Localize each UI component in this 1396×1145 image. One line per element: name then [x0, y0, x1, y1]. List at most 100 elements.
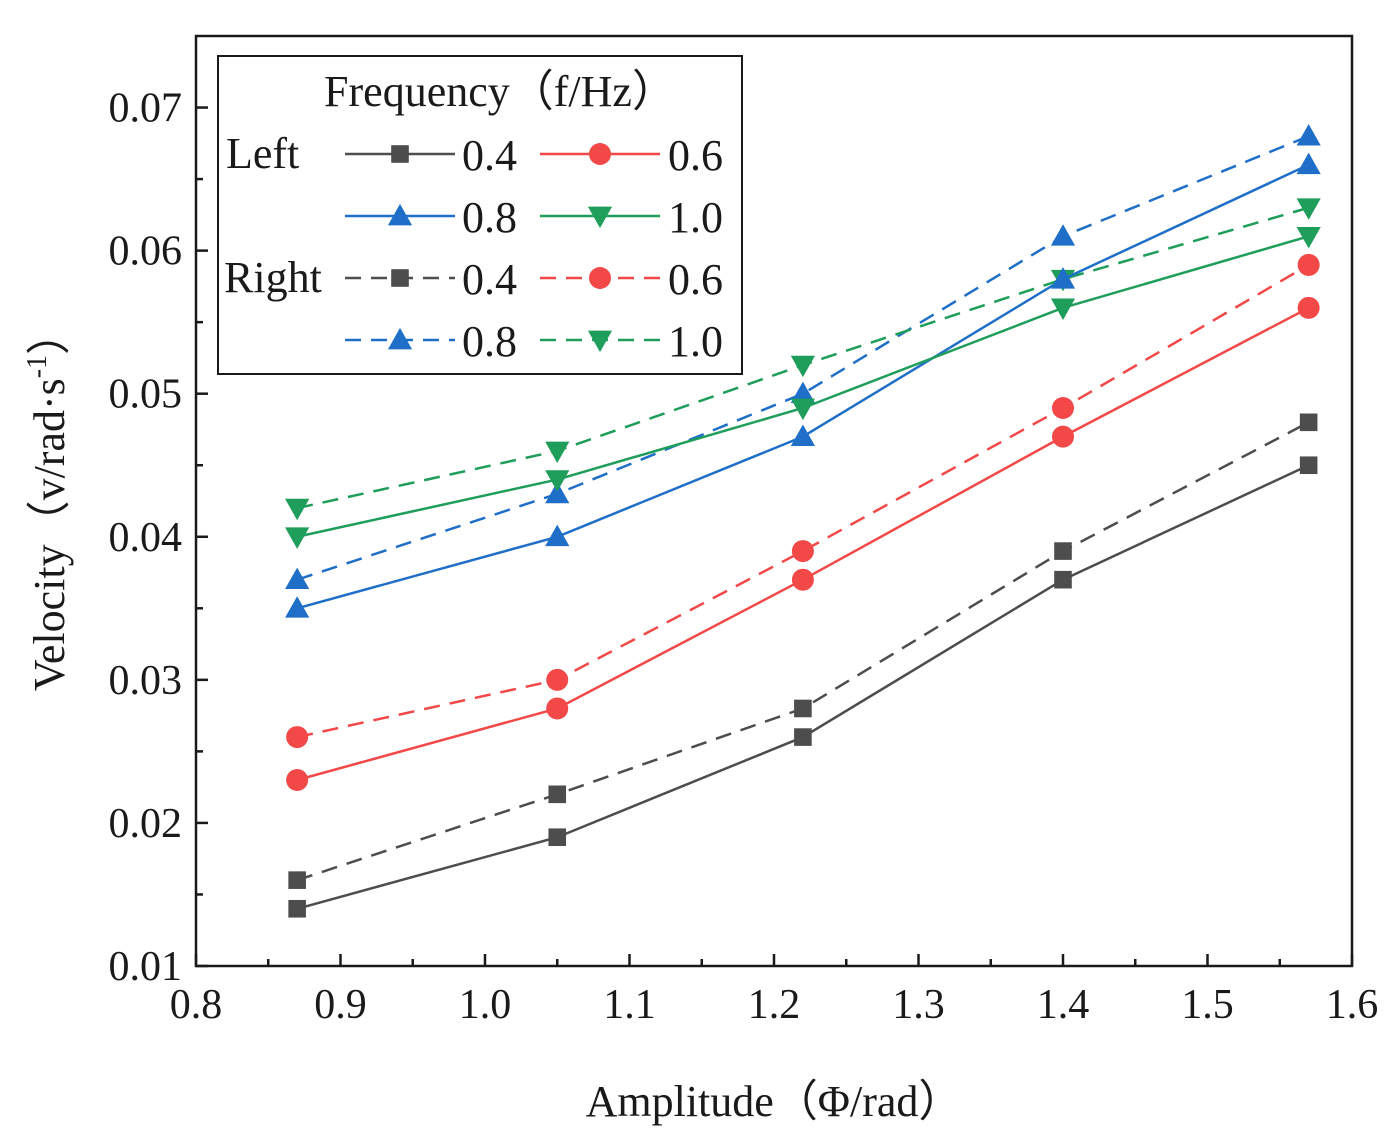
y-tick-label: 0.01: [109, 944, 183, 990]
y-tick-label: 0.03: [109, 658, 183, 704]
x-tick-label: 0.8: [170, 982, 223, 1028]
legend-entry: 0.8: [345, 193, 517, 242]
x-tick-label: 1.4: [1037, 982, 1090, 1028]
y-axis-title: Velocity（v/rad·s-1）: [22, 311, 74, 691]
x-tick-label: 1.0: [459, 982, 512, 1028]
data-point: [545, 524, 570, 547]
series-left-1-0: [285, 226, 1321, 549]
legend-marker: [387, 203, 413, 226]
x-tick-label: 1.1: [603, 982, 656, 1028]
legend-marker: [589, 267, 611, 289]
series-left-0-8: [285, 152, 1321, 618]
x-axis-title: Amplitude（Φ/rad）: [586, 1077, 963, 1126]
legend-label: 0.4: [462, 255, 517, 304]
series-line: [296, 464, 1310, 910]
data-point: [285, 567, 310, 590]
x-tick-label: 1.2: [748, 982, 801, 1028]
y-tick-label: 0.07: [109, 86, 183, 132]
y-tick-label: 0.02: [109, 801, 183, 847]
series-line: [296, 134, 1310, 581]
legend-entry: 0.6: [540, 255, 723, 304]
y-axis-title-superscript: -1: [22, 355, 53, 378]
data-point: [546, 668, 569, 691]
y-axis-title-main: Velocity（v/rad·s: [25, 378, 74, 691]
series-left-0-4: [288, 456, 1318, 918]
series-right-0-4: [288, 413, 1318, 889]
legend: Frequency（f/Hz） Left Right 0.4 0.60.8 1.00…: [217, 55, 743, 375]
data-point: [548, 828, 567, 847]
data-point: [1296, 152, 1321, 175]
data-point: [1297, 296, 1320, 319]
data-point: [285, 498, 310, 521]
series-line: [296, 421, 1310, 882]
data-point: [1052, 425, 1074, 448]
data-point: [1050, 224, 1076, 246]
data-point: [1299, 456, 1318, 475]
legend-entry: 1.0: [540, 193, 723, 242]
data-point: [791, 540, 814, 563]
data-point: [1296, 124, 1321, 146]
data-point: [790, 381, 815, 404]
data-point: [1054, 570, 1072, 589]
legend-marker: [587, 330, 613, 353]
legend-label: 0.8: [462, 317, 517, 366]
data-point: [288, 871, 306, 889]
legend-entry: 0.4: [345, 131, 517, 180]
series-right-0-6: [286, 253, 1320, 749]
data-point: [286, 769, 309, 791]
data-point: [1050, 267, 1076, 289]
data-point: [285, 527, 310, 549]
data-point: [1299, 413, 1318, 432]
data-point: [545, 470, 570, 492]
data-point: [790, 424, 815, 446]
legend-marker: [589, 143, 611, 165]
data-point: [791, 568, 814, 591]
x-tick-label: 1.5: [1181, 982, 1234, 1028]
legend-marker: [587, 206, 613, 229]
data-point: [790, 355, 815, 378]
legend-group-left: Left: [226, 129, 299, 178]
data-point: [1297, 253, 1320, 276]
y-tick-label: 0.06: [109, 229, 183, 275]
legend-marker: [391, 269, 409, 287]
data-point: [1296, 198, 1321, 220]
legend-marker: [387, 327, 413, 350]
y-tick-label: 0.05: [109, 372, 183, 418]
data-point: [545, 481, 570, 504]
x-tick-label: 0.9: [314, 982, 367, 1028]
data-point: [548, 785, 567, 804]
legend-marker: [391, 145, 409, 163]
legend-entry: 0.6: [540, 131, 723, 180]
legend-label: 0.4: [462, 131, 517, 180]
legend-label: 0.6: [668, 131, 723, 180]
x-tick-label: 1.3: [892, 982, 945, 1028]
y-tick-label: 0.04: [109, 515, 183, 561]
legend-entries: 0.4 0.6 0.8 1.0 0.4 0.6 0.8 1.0: [345, 131, 723, 366]
legend-label: 0.6: [668, 255, 723, 304]
plot-frame: [194, 34, 1354, 968]
series-left-0-6: [286, 296, 1320, 791]
legend-label: 0.8: [462, 193, 517, 242]
x-tick-label: 1.6: [1326, 982, 1379, 1028]
series-layer: [285, 124, 1321, 918]
data-point: [1296, 226, 1321, 249]
data-point: [285, 596, 310, 618]
legend-entry: 0.8: [345, 317, 517, 366]
series-right-0-8: [285, 124, 1321, 590]
data-point: [288, 899, 306, 918]
data-point: [1052, 397, 1074, 419]
y-axis-title-close: ）: [25, 311, 74, 355]
data-point: [546, 697, 569, 720]
data-point: [286, 726, 309, 749]
legend-title: Frequency（f/Hz）: [324, 67, 676, 116]
data-point: [1054, 542, 1072, 560]
tick-labels: 0.8 0.9 1.0 1.1 1.2 1.3 1.4 1.5 1.6 0.01 0.02 0.03 0…: [109, 86, 1379, 1028]
data-point: [794, 699, 812, 718]
legend-group-right: Right: [224, 253, 322, 302]
legend-label: 1.0: [668, 193, 723, 242]
legend-label: 1.0: [668, 317, 723, 366]
data-point: [1050, 298, 1076, 320]
data-point: [790, 398, 815, 421]
data-point: [794, 728, 812, 746]
